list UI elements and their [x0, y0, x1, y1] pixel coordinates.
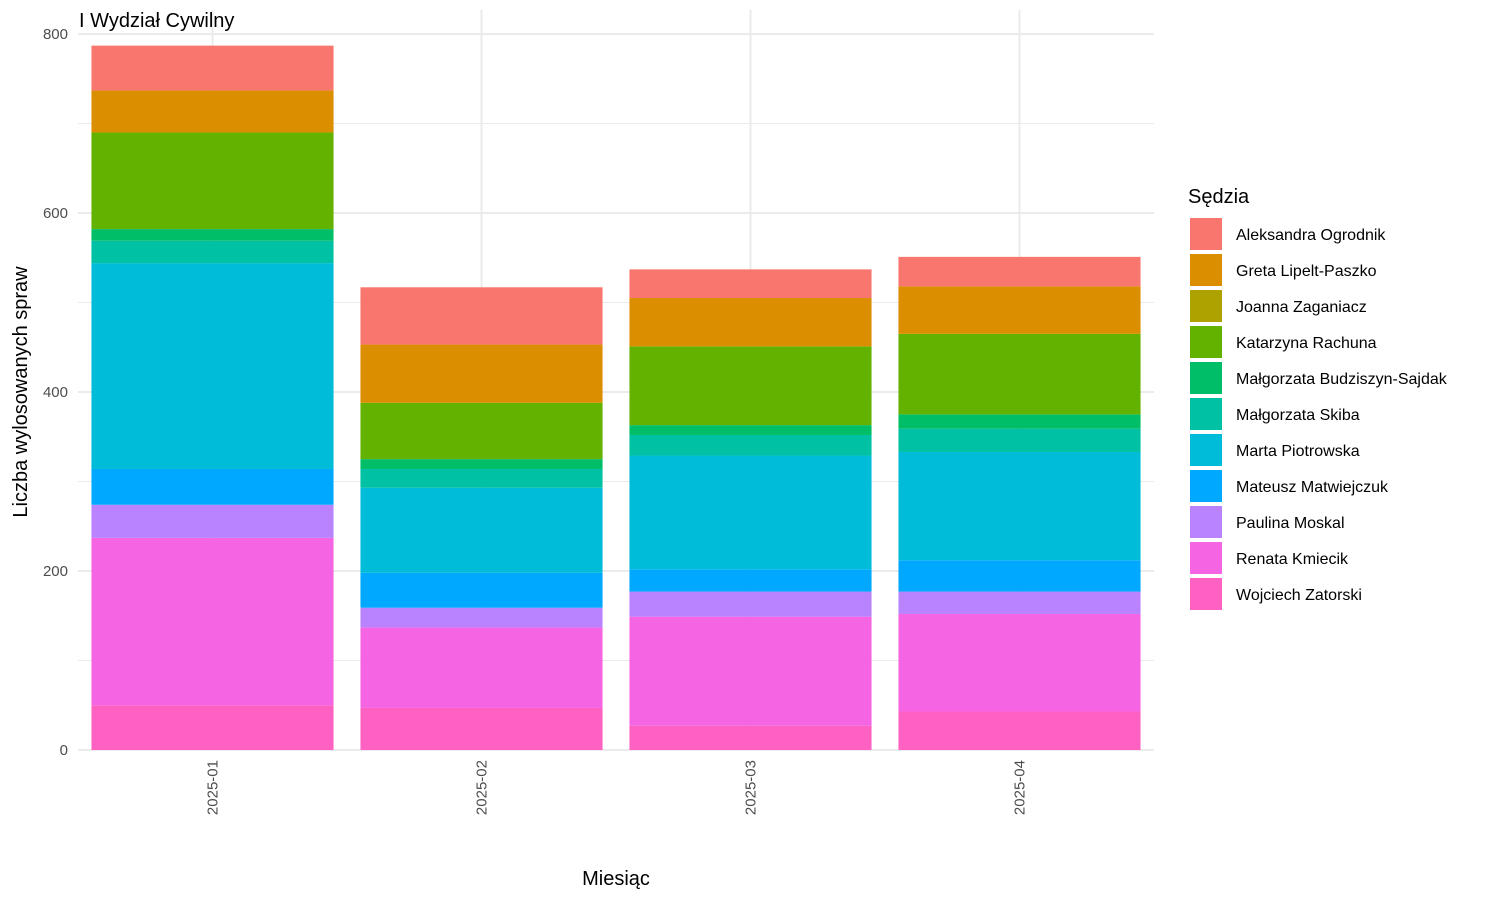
- legend-swatch: [1190, 506, 1222, 538]
- bar-segment: [629, 455, 872, 570]
- bar-segment: [629, 346, 872, 426]
- y-tick-label: 600: [43, 205, 68, 222]
- x-tick-label: 2025-01: [205, 760, 222, 815]
- legend-label: Mateusz Matwiejczuk: [1236, 479, 1389, 496]
- legend-title: Sędzia: [1188, 186, 1250, 208]
- bar-segment: [91, 229, 334, 241]
- bar-segment: [629, 425, 872, 435]
- bar-segment: [91, 504, 334, 538]
- bar-segment: [91, 240, 334, 264]
- bar-segment: [898, 256, 1141, 287]
- bar-segment: [360, 402, 603, 460]
- bar-segment: [91, 45, 334, 91]
- bar-segment: [91, 263, 334, 469]
- bar-segment: [629, 725, 872, 750]
- bar-segment: [629, 269, 872, 299]
- legend-label: Katarzyna Rachuna: [1236, 335, 1377, 352]
- bar-segment: [91, 468, 334, 505]
- legend-swatch: [1190, 398, 1222, 430]
- x-tick-label: 2025-03: [743, 760, 760, 815]
- y-tick-label: 200: [43, 563, 68, 580]
- legend-swatch: [1190, 326, 1222, 358]
- bar-segment: [91, 705, 334, 750]
- bar-segment: [898, 613, 1141, 712]
- chart-title: I Wydział Cywilny: [79, 10, 234, 32]
- bar-segment: [360, 627, 603, 708]
- bar-segment: [898, 428, 1141, 452]
- bar-segment: [360, 459, 603, 469]
- legend-swatch: [1190, 434, 1222, 466]
- legend-label: Marta Piotrowska: [1236, 443, 1360, 460]
- x-tick-label: 2025-04: [1012, 760, 1029, 815]
- bar-segment: [898, 560, 1141, 592]
- bar-segment: [629, 616, 872, 726]
- legend: Sędzia Aleksandra Ogrodnik Greta Lipelt-P…: [1188, 186, 1448, 610]
- bar-segment: [91, 90, 334, 133]
- bar-segment: [898, 414, 1141, 429]
- legend-label: Aleksandra Ogrodnik: [1236, 227, 1386, 244]
- x-axis-ticks: 2025-01 2025-02 2025-03 2025-04: [205, 760, 1029, 815]
- bar-segment: [629, 434, 872, 456]
- bar-segment: [360, 344, 603, 403]
- legend-label: Greta Lipelt-Paszko: [1236, 263, 1377, 280]
- legend-swatch: [1190, 362, 1222, 394]
- bar-segment: [629, 591, 872, 617]
- legend-swatch: [1190, 578, 1222, 610]
- legend-label: Małgorzata Budziszyn-Sajdak: [1236, 371, 1448, 388]
- bar-segment: [360, 572, 603, 608]
- bar-segment: [360, 287, 603, 345]
- legend-label: Małgorzata Skiba: [1236, 407, 1360, 424]
- legend-label: Paulina Moskal: [1236, 515, 1345, 532]
- y-axis-ticks: 0 200 400 600 800: [43, 26, 68, 759]
- bars: [91, 45, 1141, 750]
- bar-segment: [360, 707, 603, 750]
- bar-segment: [898, 451, 1141, 561]
- legend-swatch: [1190, 470, 1222, 502]
- bar-segment: [898, 333, 1141, 415]
- y-tick-label: 0: [60, 742, 68, 759]
- bar-segment: [91, 132, 334, 230]
- bar-segment: [898, 591, 1141, 614]
- legend-swatch: [1190, 290, 1222, 322]
- y-axis-title: Liczba wylosowanych spraw: [10, 266, 32, 518]
- bar-segment: [91, 537, 334, 706]
- legend-swatch: [1190, 218, 1222, 250]
- bar-segment: [898, 711, 1141, 750]
- bar-segment: [360, 468, 603, 488]
- legend-label: Renata Kmiecik: [1236, 551, 1349, 568]
- bar-segment: [360, 487, 603, 573]
- y-tick-label: 800: [43, 26, 68, 43]
- legend-swatch: [1190, 254, 1222, 286]
- y-tick-label: 400: [43, 384, 68, 401]
- legend-label: Joanna Zaganiacz: [1236, 299, 1367, 316]
- legend-swatch: [1190, 542, 1222, 574]
- bar-segment: [629, 569, 872, 592]
- bar-segment: [898, 286, 1141, 334]
- legend-label: Wojciech Zatorski: [1236, 587, 1362, 604]
- bar-segment: [629, 298, 872, 347]
- bar-segment: [360, 607, 603, 628]
- x-tick-label: 2025-02: [474, 760, 491, 815]
- x-axis-title: Miesiąc: [582, 868, 650, 890]
